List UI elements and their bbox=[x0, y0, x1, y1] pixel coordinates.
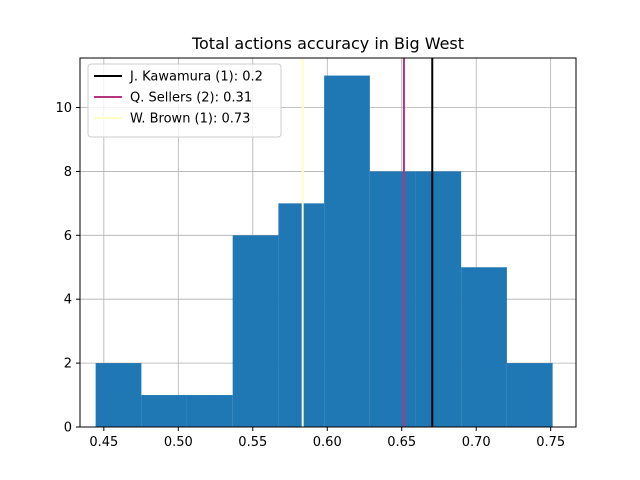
x-tick-label: 0.45 bbox=[89, 435, 118, 450]
x-tick-label: 0.65 bbox=[387, 435, 416, 450]
histogram-bar bbox=[506, 363, 553, 427]
y-tick-label: 10 bbox=[55, 101, 72, 116]
x-axis-ticks: 0.45 0.50 0.55 0.60 0.65 0.70 0.75 bbox=[89, 427, 565, 450]
histogram-bar bbox=[369, 171, 416, 427]
legend: J. Kawamura (1): 0.2 Q. Sellers (2): 0.31… bbox=[87, 63, 282, 138]
histogram-bar bbox=[278, 203, 325, 427]
histogram-bar bbox=[95, 363, 142, 427]
plot-frame bbox=[79, 57, 577, 428]
x-tick-label: 0.50 bbox=[164, 435, 193, 450]
histogram-bar bbox=[461, 267, 507, 427]
legend-label: W. Brown (1): 0.73 bbox=[130, 112, 250, 127]
histogram-bar bbox=[186, 395, 233, 427]
y-tick-label: 6 bbox=[64, 229, 72, 244]
y-tick-label: 4 bbox=[64, 293, 72, 308]
y-axis-ticks: 0 2 4 6 8 10 bbox=[55, 101, 80, 436]
legend-label: J. Kawamura (1): 0.2 bbox=[129, 70, 263, 85]
legend-label: Q. Sellers (2): 0.31 bbox=[130, 91, 252, 106]
y-tick-label: 8 bbox=[64, 165, 72, 180]
histogram-bar bbox=[141, 395, 187, 427]
y-tick-label: 2 bbox=[64, 357, 72, 372]
histogram-bars bbox=[95, 75, 553, 428]
histogram-bar bbox=[232, 235, 279, 427]
histogram-bar bbox=[324, 75, 370, 428]
x-tick-label: 0.75 bbox=[536, 435, 565, 450]
x-tick-label: 0.60 bbox=[313, 435, 342, 450]
y-tick-label: 0 bbox=[64, 421, 72, 436]
histogram-bar bbox=[415, 171, 462, 427]
reference-lines bbox=[301, 58, 434, 427]
x-tick-label: 0.55 bbox=[238, 435, 267, 450]
chart-title: Total actions accuracy in Big West bbox=[191, 34, 464, 53]
legend-box bbox=[87, 63, 282, 138]
x-tick-label: 0.70 bbox=[462, 435, 491, 450]
